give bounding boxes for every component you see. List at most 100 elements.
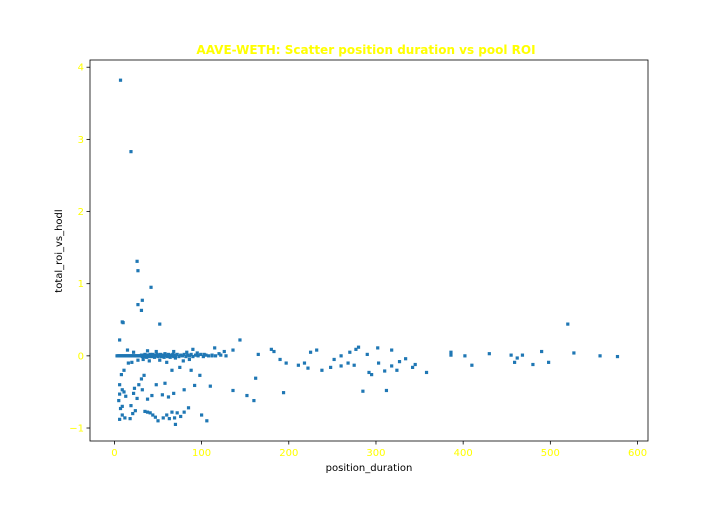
x-tick-label: 0 — [111, 448, 117, 459]
data-point — [139, 377, 144, 381]
data-point — [296, 363, 300, 367]
data-point — [172, 416, 177, 420]
data-point — [390, 348, 394, 352]
data-point — [487, 352, 491, 356]
data-point — [531, 362, 535, 367]
data-point — [118, 417, 122, 421]
data-point — [152, 355, 157, 359]
data-point — [185, 350, 189, 354]
data-point — [320, 368, 324, 372]
data-point — [131, 391, 136, 395]
data-point — [449, 350, 453, 354]
points-layer — [115, 78, 620, 426]
data-point — [143, 409, 147, 414]
x-axis-label: position_duration — [326, 463, 413, 474]
data-point — [202, 352, 206, 357]
data-point — [126, 361, 130, 365]
data-point — [210, 353, 214, 357]
data-point — [339, 354, 343, 358]
data-point — [238, 338, 242, 342]
data-point — [135, 259, 139, 263]
y-tick-label: −1 — [69, 424, 84, 435]
data-point — [132, 386, 137, 390]
data-point — [170, 368, 174, 372]
data-point — [147, 354, 151, 359]
data-point — [118, 338, 122, 342]
plot-frame — [89, 59, 649, 442]
data-point — [162, 355, 166, 359]
data-point — [119, 373, 123, 377]
data-point — [161, 416, 165, 420]
data-point — [193, 353, 198, 357]
data-point — [122, 390, 126, 394]
data-point — [566, 322, 570, 326]
data-point — [208, 384, 212, 388]
data-point — [222, 349, 226, 354]
data-point — [140, 298, 144, 302]
data-point — [231, 348, 235, 352]
data-point — [463, 354, 467, 358]
data-point — [376, 361, 381, 365]
data-point — [376, 346, 380, 350]
chart-title: AAVE-WETH: Scatter position duration vs … — [196, 43, 535, 57]
y-tick-label: 0 — [78, 351, 84, 362]
data-point — [165, 360, 169, 364]
data-point — [410, 365, 415, 369]
data-point — [332, 357, 336, 362]
data-point — [204, 353, 208, 357]
data-point — [173, 356, 178, 360]
data-point — [166, 354, 170, 359]
data-point — [150, 393, 154, 398]
data-point — [163, 381, 167, 385]
data-point — [383, 369, 387, 373]
data-point — [256, 352, 260, 357]
data-point — [145, 349, 150, 353]
data-point — [182, 410, 186, 414]
data-point — [165, 413, 169, 417]
data-point — [120, 413, 124, 417]
data-point — [269, 347, 273, 351]
data-point — [136, 358, 140, 362]
x-tick-label: 500 — [541, 448, 560, 459]
data-point — [145, 410, 150, 414]
data-point — [148, 411, 152, 415]
x-tick-label: 400 — [454, 448, 473, 459]
data-point — [175, 352, 179, 357]
data-point — [370, 373, 374, 377]
data-point — [213, 354, 218, 358]
plot-background — [90, 60, 648, 441]
data-point — [154, 383, 158, 387]
data-point — [365, 352, 369, 357]
data-point — [147, 359, 151, 363]
data-point — [509, 353, 513, 357]
data-point — [449, 353, 453, 357]
data-point — [181, 359, 185, 363]
data-point — [177, 354, 181, 359]
data-point — [213, 346, 217, 350]
data-point — [186, 353, 190, 357]
data-point — [470, 363, 474, 367]
data-point — [395, 368, 399, 372]
data-point — [182, 352, 186, 357]
y-tick-label: 4 — [78, 63, 84, 74]
data-point — [515, 356, 519, 360]
data-point — [118, 392, 122, 396]
data-point — [272, 349, 276, 354]
data-point — [356, 345, 361, 349]
data-point — [520, 353, 525, 357]
data-point — [122, 368, 126, 372]
data-point — [179, 414, 183, 419]
y-tick-label: 3 — [78, 135, 84, 146]
data-point — [124, 394, 128, 398]
axes-layer: 0 100 200 300 400 500 600 −1 0 1 2 3 4 — [69, 59, 649, 459]
data-point — [135, 396, 139, 401]
data-point — [186, 406, 191, 410]
data-point — [346, 361, 350, 365]
data-point — [252, 398, 256, 403]
data-point — [168, 355, 172, 359]
data-point — [384, 388, 389, 393]
data-point — [191, 347, 195, 351]
data-point — [281, 391, 286, 395]
data-point — [254, 376, 258, 380]
data-point — [149, 285, 153, 289]
